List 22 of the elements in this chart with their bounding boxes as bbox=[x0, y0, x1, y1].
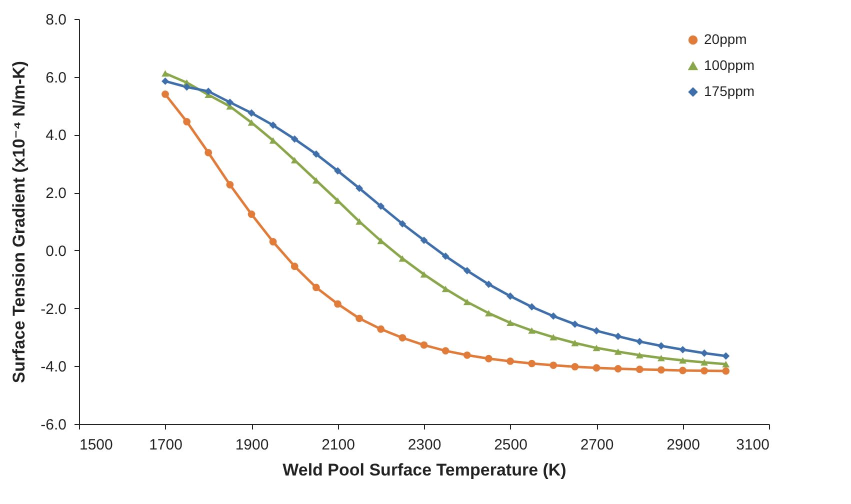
y-axis-title: Surface Tension Gradient (x10⁻⁴ N/m-K) bbox=[10, 60, 29, 384]
x-tick-label: 2700 bbox=[580, 436, 614, 454]
x-axis-title: Weld Pool Surface Temperature (K) bbox=[282, 460, 566, 480]
y-tick-label: -2.0 bbox=[40, 300, 66, 318]
x-tick-label: 1700 bbox=[149, 436, 182, 454]
x-tick-label: 1900 bbox=[235, 436, 269, 454]
x-tick-label: 2900 bbox=[666, 436, 700, 454]
y-tick-label: 2.0 bbox=[46, 185, 66, 202]
y-tick-label: 8.0 bbox=[46, 12, 66, 28]
y-tick-label: 6.0 bbox=[46, 69, 66, 86]
legend-label: 175ppm bbox=[704, 83, 755, 99]
x-tick-label: 1500 bbox=[80, 436, 113, 454]
y-tick-label: -4.0 bbox=[40, 358, 66, 376]
y-tick-label: 0.0 bbox=[46, 242, 66, 260]
x-tick-label: 3100 bbox=[736, 436, 770, 454]
y-tick-label: 4.0 bbox=[46, 127, 66, 144]
legend-label: 20ppm bbox=[704, 31, 747, 47]
x-tick-label: 2300 bbox=[408, 436, 442, 454]
x-tick-label: 2100 bbox=[322, 436, 355, 454]
x-tick-label: 2500 bbox=[494, 436, 528, 454]
legend-label: 100ppm bbox=[704, 57, 755, 73]
y-tick-label: -6.0 bbox=[40, 416, 66, 434]
